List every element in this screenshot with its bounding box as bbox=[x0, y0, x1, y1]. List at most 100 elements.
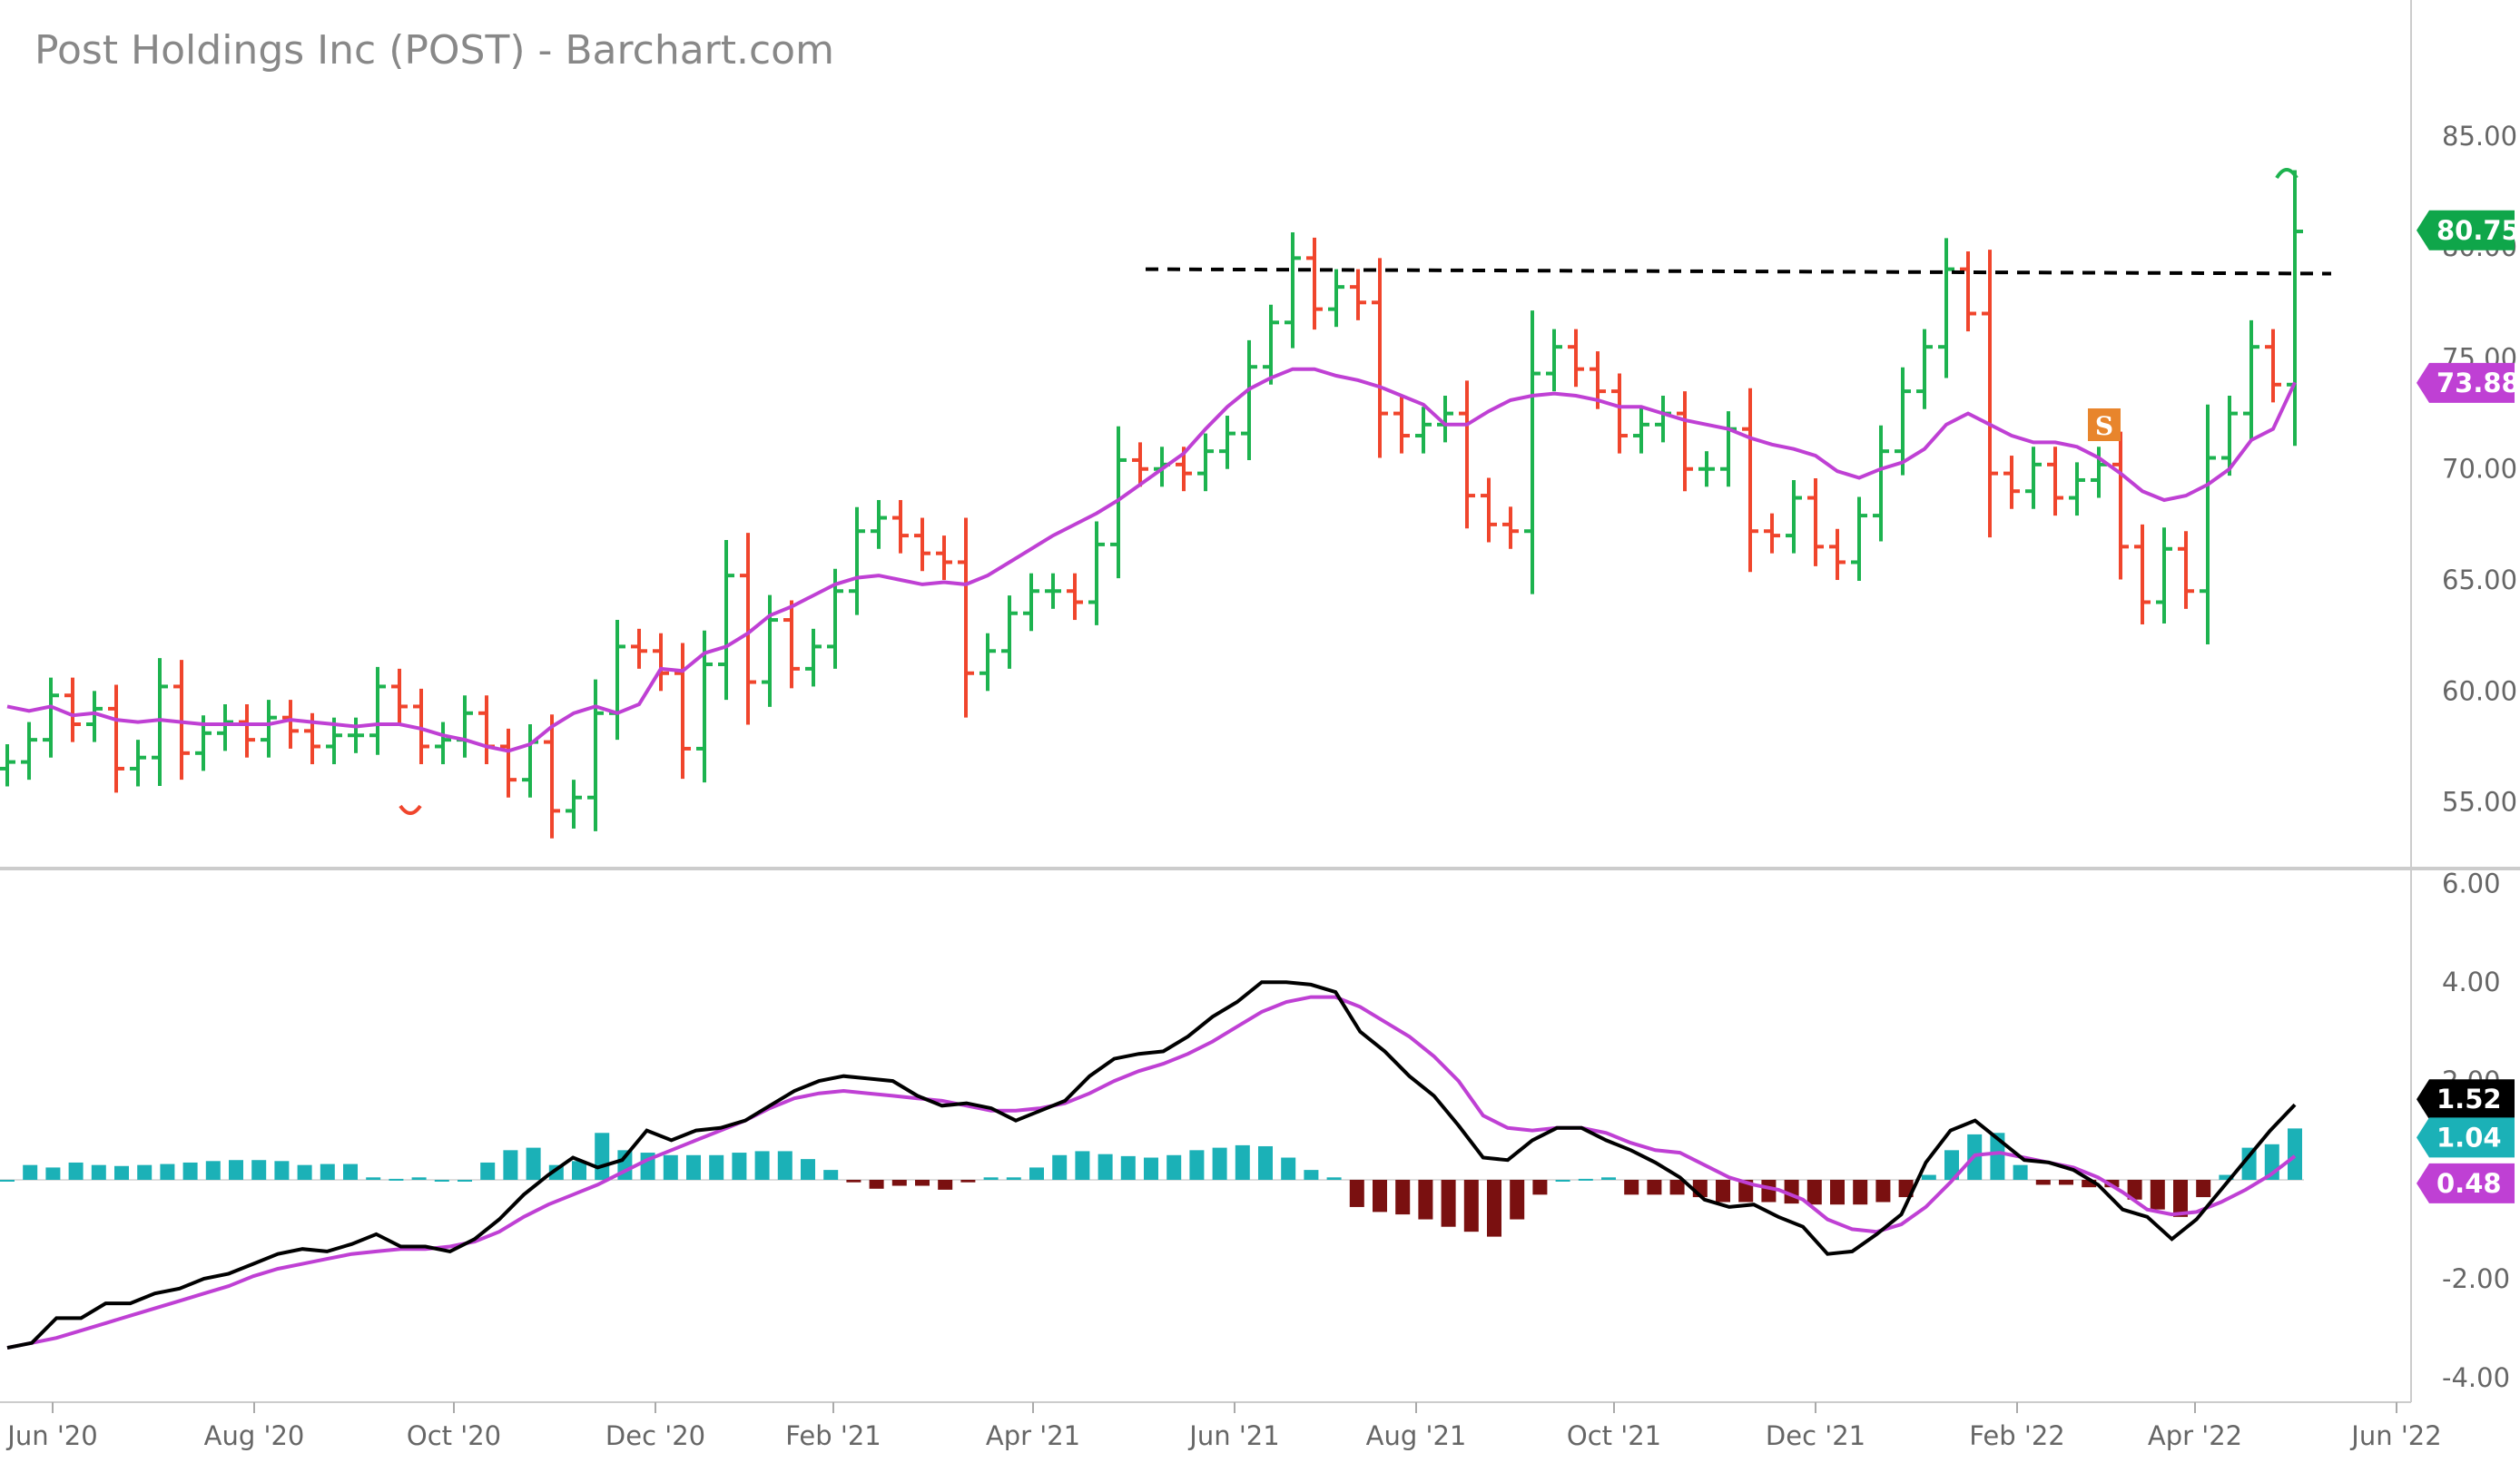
macd-value-tag-label: 1.52 bbox=[2436, 1084, 2502, 1114]
macd-tick-label: 4.00 bbox=[2442, 967, 2501, 997]
x-tick-label: Dec '21 bbox=[1766, 1420, 1865, 1451]
histogram-bar bbox=[732, 1153, 747, 1180]
histogram-bar bbox=[229, 1160, 243, 1180]
x-tick-label: Oct '21 bbox=[1567, 1420, 1661, 1451]
histogram-bar bbox=[1418, 1180, 1433, 1220]
histogram-bar bbox=[1098, 1154, 1113, 1180]
histogram-bar bbox=[411, 1177, 427, 1180]
histogram-bar bbox=[686, 1154, 701, 1180]
histogram-bar bbox=[91, 1164, 106, 1180]
histogram-bar bbox=[503, 1150, 518, 1180]
x-tick-label: Aug '20 bbox=[204, 1420, 305, 1451]
histogram-bar bbox=[2013, 1164, 2028, 1180]
histogram-bar bbox=[1806, 1180, 1822, 1205]
histogram-bar bbox=[2082, 1180, 2097, 1188]
sell-marker-label: S bbox=[2095, 411, 2113, 441]
histogram-bar bbox=[1601, 1177, 1616, 1180]
histogram-bar bbox=[1441, 1180, 1456, 1227]
moving-average-tag bbox=[2417, 362, 2515, 403]
histogram-bar bbox=[823, 1170, 839, 1180]
histogram-bar bbox=[983, 1177, 999, 1180]
histogram-bar bbox=[1555, 1180, 1570, 1182]
macd-value-tag bbox=[2417, 1079, 2515, 1120]
histogram-bar bbox=[754, 1151, 770, 1180]
histogram-bar bbox=[343, 1164, 358, 1180]
histogram-bar bbox=[846, 1180, 861, 1183]
histogram-bar bbox=[182, 1162, 198, 1180]
macd-histogram bbox=[0, 1128, 2304, 1237]
x-tick-label: Feb '22 bbox=[1969, 1420, 2064, 1451]
macd-tick-label: 6.00 bbox=[2442, 868, 2501, 898]
x-tick-label: Oct '20 bbox=[407, 1420, 501, 1451]
histogram-bar bbox=[389, 1178, 404, 1181]
histogram-bar bbox=[1738, 1180, 1754, 1203]
histogram-bar bbox=[1944, 1150, 1959, 1180]
x-tick-label: Apr '22 bbox=[2148, 1420, 2242, 1451]
histogram-bar bbox=[1373, 1180, 1387, 1213]
histogram-bar bbox=[1669, 1180, 1685, 1195]
histogram-bar bbox=[1510, 1180, 1525, 1220]
macd-tick-label: -4.00 bbox=[2442, 1362, 2510, 1393]
histogram-bar bbox=[0, 1180, 15, 1182]
histogram-bar bbox=[1624, 1180, 1639, 1195]
histogram-bar bbox=[526, 1147, 541, 1180]
histogram-bar bbox=[1075, 1151, 1090, 1180]
price-bars bbox=[0, 170, 2303, 839]
histogram-bar bbox=[1281, 1157, 1296, 1180]
histogram-bar bbox=[458, 1180, 472, 1182]
histogram-bar bbox=[2288, 1128, 2302, 1180]
histogram-bar bbox=[2059, 1180, 2073, 1185]
swing-high-marker bbox=[2275, 168, 2299, 180]
histogram-bar bbox=[1006, 1177, 1021, 1180]
histogram-bar bbox=[938, 1180, 953, 1190]
x-tick-label: Apr '21 bbox=[986, 1420, 1080, 1451]
histogram-bar bbox=[1166, 1154, 1182, 1180]
x-tick-label: Dec '20 bbox=[605, 1420, 705, 1451]
signal-value-tag bbox=[2417, 1163, 2515, 1203]
histogram-bar bbox=[45, 1167, 61, 1180]
histogram-bar bbox=[1487, 1180, 1501, 1237]
macd-lines bbox=[6, 980, 2297, 1350]
histogram-bar bbox=[1395, 1180, 1411, 1215]
histogram-bar bbox=[1990, 1133, 2005, 1180]
histogram-bar bbox=[1578, 1178, 1593, 1181]
histogram-bar bbox=[160, 1164, 175, 1180]
histogram-bar bbox=[2173, 1180, 2188, 1217]
markers: S bbox=[399, 168, 2299, 815]
histogram-bar bbox=[1830, 1180, 1845, 1205]
histogram-bar bbox=[1761, 1180, 1777, 1203]
histogram-bar bbox=[869, 1180, 884, 1189]
last-price-tag bbox=[2417, 210, 2515, 250]
x-axis: Jun '20 Aug '20 Oct '20 Dec '20 Feb '21 Apr '… bbox=[5, 1402, 2442, 1451]
histogram-bar bbox=[297, 1164, 312, 1180]
histogram-bar bbox=[320, 1164, 335, 1180]
swing-low-marker bbox=[399, 804, 422, 815]
histogram-bar bbox=[480, 1162, 496, 1180]
x-tick-label: Jun '20 bbox=[5, 1420, 97, 1451]
value-tags: 80.75 73.88 1.52 1.04 0.48 bbox=[2417, 210, 2520, 1203]
histogram-bar bbox=[2196, 1180, 2211, 1198]
histogram-bar bbox=[1304, 1170, 1319, 1180]
price-tick-label: 55.00 bbox=[2442, 787, 2517, 818]
histogram-bar bbox=[1212, 1147, 1227, 1180]
histogram-bar bbox=[366, 1177, 381, 1180]
macd-tick-label: -2.00 bbox=[2442, 1263, 2510, 1294]
histogram-bar bbox=[251, 1160, 267, 1180]
histogram-bar bbox=[1647, 1180, 1662, 1195]
histogram-bar bbox=[1052, 1154, 1068, 1180]
histogram-bar bbox=[68, 1162, 84, 1180]
x-tick-label: Jun '21 bbox=[1187, 1420, 1279, 1451]
histogram-bar bbox=[434, 1180, 449, 1182]
histogram-bar bbox=[205, 1161, 221, 1180]
histogram-bar bbox=[114, 1165, 129, 1180]
histogram-value-tag-label: 1.04 bbox=[2436, 1122, 2502, 1153]
histogram-bar bbox=[2104, 1180, 2120, 1188]
histogram-value-tag bbox=[2417, 1117, 2515, 1158]
histogram-bar bbox=[1326, 1177, 1342, 1180]
histogram-bar bbox=[1532, 1180, 1548, 1195]
histogram-bar bbox=[1235, 1144, 1250, 1180]
histogram-bar bbox=[274, 1161, 290, 1180]
histogram-bar bbox=[2219, 1174, 2234, 1180]
resistance-trend-line bbox=[1145, 267, 2332, 276]
